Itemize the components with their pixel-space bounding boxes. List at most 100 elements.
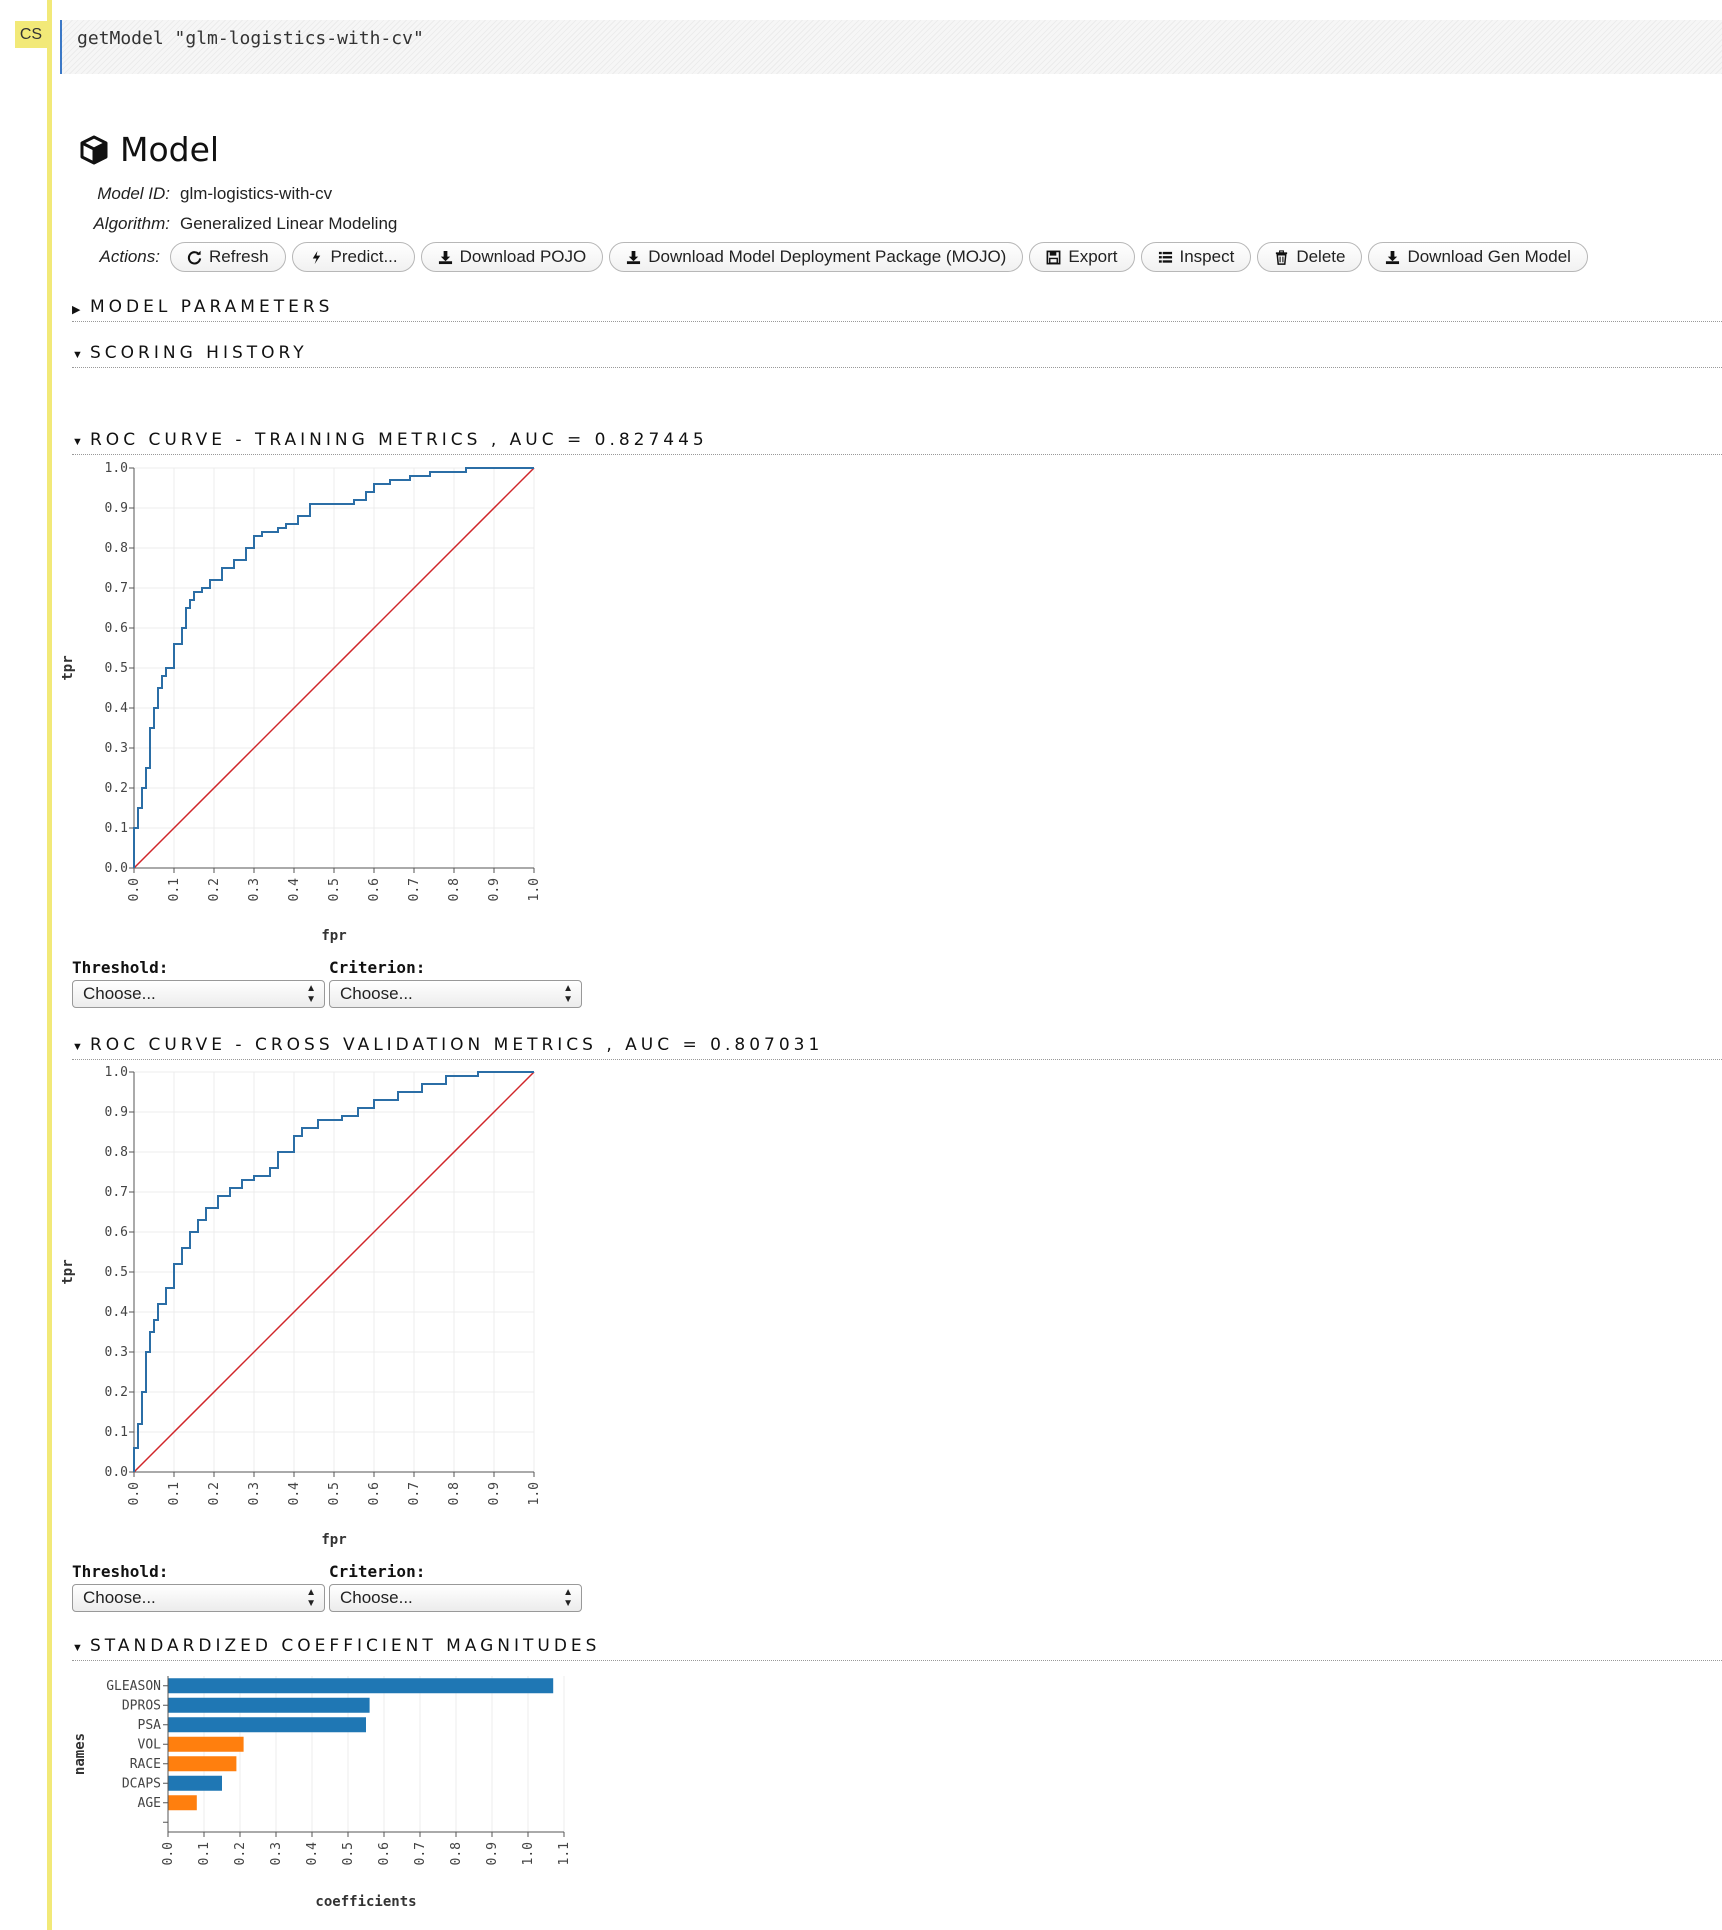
model-id-row: Model ID: glm-logistics-with-cv bbox=[70, 184, 332, 204]
roc-curve bbox=[133, 1071, 534, 1472]
x-tick-label: 1.0 bbox=[527, 1482, 542, 1505]
caret-down-icon: ▼ bbox=[72, 436, 83, 448]
x-tick-label: 0.9 bbox=[487, 1482, 502, 1505]
x-tick-label: 0.8 bbox=[447, 1482, 462, 1505]
y-tick-label: 0.4 bbox=[105, 701, 129, 716]
x-tick-label: 0.2 bbox=[233, 1842, 248, 1865]
criterion-select-value: Choose... bbox=[340, 984, 413, 1003]
refresh-button[interactable]: Refresh bbox=[170, 242, 286, 272]
category-label: DPROS bbox=[122, 1698, 161, 1713]
coefficient-bar bbox=[168, 1678, 554, 1694]
threshold-select[interactable]: Choose... ▲ ▼ bbox=[72, 980, 325, 1008]
download-pojo-label: Download POJO bbox=[459, 247, 587, 266]
roc-chart-cross-validation: 0.0 0.0 0.1 0.1 0.2 0.2 0.3 0.3 0.4 0.4 0.5 0.5 0.6 0… bbox=[60, 1065, 542, 1548]
algorithm-value: Generalized Linear Modeling bbox=[180, 214, 398, 233]
download-gen-model-button[interactable]: Download Gen Model bbox=[1368, 242, 1588, 272]
predict-button[interactable]: Predict... bbox=[291, 242, 415, 272]
section-roc-cv[interactable]: ▼ ROC CURVE - CROSS VALIDATION METRICS ,… bbox=[72, 1035, 1722, 1060]
model-id-value: glm-logistics-with-cv bbox=[180, 184, 333, 203]
bolt-icon bbox=[312, 250, 320, 264]
category-label: GLEASON bbox=[106, 1679, 161, 1694]
x-tick-label: 1.0 bbox=[527, 878, 542, 901]
inspect-button[interactable]: Inspect bbox=[1140, 242, 1252, 272]
page-title: Model bbox=[78, 130, 219, 169]
download-icon bbox=[438, 250, 452, 264]
category-label: DCAPS bbox=[122, 1776, 161, 1791]
x-axis-title: fpr bbox=[321, 1532, 346, 1548]
x-tick-label: 0.8 bbox=[447, 878, 462, 901]
x-tick-label: 0.9 bbox=[487, 878, 502, 901]
cube-icon bbox=[80, 135, 108, 164]
coefficient-bar bbox=[168, 1756, 237, 1772]
delete-label: Delete bbox=[1296, 247, 1346, 266]
section-label: STANDARDIZED COEFFICIENT MAGNITUDES bbox=[90, 1636, 601, 1656]
download-mojo-label: Download Model Deployment Package (MOJO) bbox=[648, 247, 1007, 266]
x-tick-label: 1.1 bbox=[557, 1842, 572, 1865]
coefficient-bar-chart: 0.0 0.1 0.2 0.3 0.4 0.5 0.6 0.7 0.8 0.9 1.0 1.1 GLEA… bbox=[72, 1676, 572, 1910]
y-tick-label: 0.0 bbox=[105, 861, 128, 876]
coefficient-bar bbox=[168, 1775, 222, 1791]
diagonal-line bbox=[133, 1071, 535, 1473]
x-axis-title: coefficients bbox=[315, 1894, 416, 1910]
section-label: ROC CURVE - TRAINING METRICS , AUC = 0.8… bbox=[90, 430, 708, 450]
x-tick-label: 0.1 bbox=[167, 878, 182, 901]
refresh-label: Refresh bbox=[209, 247, 269, 266]
y-tick-label: 0.7 bbox=[105, 581, 128, 596]
caret-down-icon: ▼ bbox=[72, 1642, 83, 1654]
x-tick-label: 0.6 bbox=[377, 1842, 392, 1865]
section-scoring-history[interactable]: ▼ SCORING HISTORY bbox=[72, 343, 1722, 368]
y-tick-label: 0.5 bbox=[105, 661, 128, 676]
threshold-select[interactable]: Choose... ▲ ▼ bbox=[72, 1584, 325, 1612]
actions-row: Actions: Refresh Predict... Download POJ… bbox=[70, 242, 1594, 272]
y-tick-label: 0.1 bbox=[105, 1425, 128, 1440]
section-coefficient-magnitudes[interactable]: ▼ STANDARDIZED COEFFICIENT MAGNITUDES bbox=[72, 1636, 1722, 1661]
x-tick-label: 0.0 bbox=[127, 1482, 142, 1505]
section-label: SCORING HISTORY bbox=[90, 343, 308, 363]
export-button[interactable]: Export bbox=[1029, 242, 1135, 272]
x-tick-label: 0.1 bbox=[197, 1842, 212, 1865]
section-model-parameters[interactable]: ▶ MODEL PARAMETERS bbox=[72, 297, 1722, 322]
y-tick-label: 1.0 bbox=[105, 461, 128, 476]
y-tick-label: 0.1 bbox=[105, 821, 128, 836]
cell-gutter bbox=[47, 0, 52, 1930]
x-tick-label: 0.7 bbox=[413, 1842, 428, 1865]
category-label: VOL bbox=[138, 1737, 162, 1752]
threshold-select-value: Choose... bbox=[83, 984, 156, 1003]
predict-label: Predict... bbox=[330, 247, 398, 266]
coefficient-bar bbox=[168, 1717, 366, 1733]
y-axis-title: names bbox=[72, 1733, 88, 1775]
x-tick-label: 0.4 bbox=[305, 1842, 320, 1866]
threshold-label: Threshold: bbox=[72, 958, 169, 977]
criterion-select[interactable]: Choose... ▲ ▼ bbox=[329, 1584, 582, 1612]
x-tick-label: 0.1 bbox=[167, 1482, 182, 1505]
download-gen-model-label: Download Gen Model bbox=[1407, 247, 1571, 266]
category-label: AGE bbox=[138, 1796, 161, 1811]
x-tick-label: 0.4 bbox=[287, 878, 302, 902]
x-tick-label: 0.7 bbox=[407, 878, 422, 901]
roc-chart-training: 0.0 0.0 0.1 0.1 0.2 0.2 0.3 0.3 0.4 0.4 0.5 0.5 0.6 0… bbox=[60, 461, 542, 944]
criterion-select-value: Choose... bbox=[340, 1588, 413, 1607]
x-tick-label: 0.3 bbox=[269, 1842, 284, 1865]
x-tick-label: 0.3 bbox=[247, 878, 262, 901]
x-tick-label: 0.7 bbox=[407, 1482, 422, 1505]
criterion-select[interactable]: Choose... ▲ ▼ bbox=[329, 980, 582, 1008]
section-label: MODEL PARAMETERS bbox=[90, 297, 334, 317]
x-tick-label: 0.4 bbox=[287, 1482, 302, 1506]
download-pojo-button[interactable]: Download POJO bbox=[420, 242, 604, 272]
caret-down-icon: ▼ bbox=[72, 1041, 83, 1053]
download-icon bbox=[1386, 250, 1400, 264]
cell-type-badge[interactable]: CS bbox=[15, 21, 47, 48]
code-input[interactable]: getModel "glm-logistics-with-cv" bbox=[60, 20, 1722, 74]
y-tick-label: 0.8 bbox=[105, 541, 128, 556]
save-icon bbox=[1046, 250, 1061, 264]
algorithm-label: Algorithm: bbox=[93, 214, 170, 233]
y-axis-title: tpr bbox=[60, 655, 76, 680]
download-icon bbox=[627, 250, 641, 264]
y-tick-label: 0.8 bbox=[105, 1145, 128, 1160]
y-tick-label: 0.6 bbox=[105, 1225, 128, 1240]
delete-button[interactable]: Delete bbox=[1257, 242, 1363, 272]
download-mojo-button[interactable]: Download Model Deployment Package (MOJO) bbox=[609, 242, 1024, 272]
section-roc-training[interactable]: ▼ ROC CURVE - TRAINING METRICS , AUC = 0… bbox=[72, 430, 1722, 455]
x-tick-label: 0.5 bbox=[327, 878, 342, 901]
y-tick-label: 0.5 bbox=[105, 1265, 128, 1280]
